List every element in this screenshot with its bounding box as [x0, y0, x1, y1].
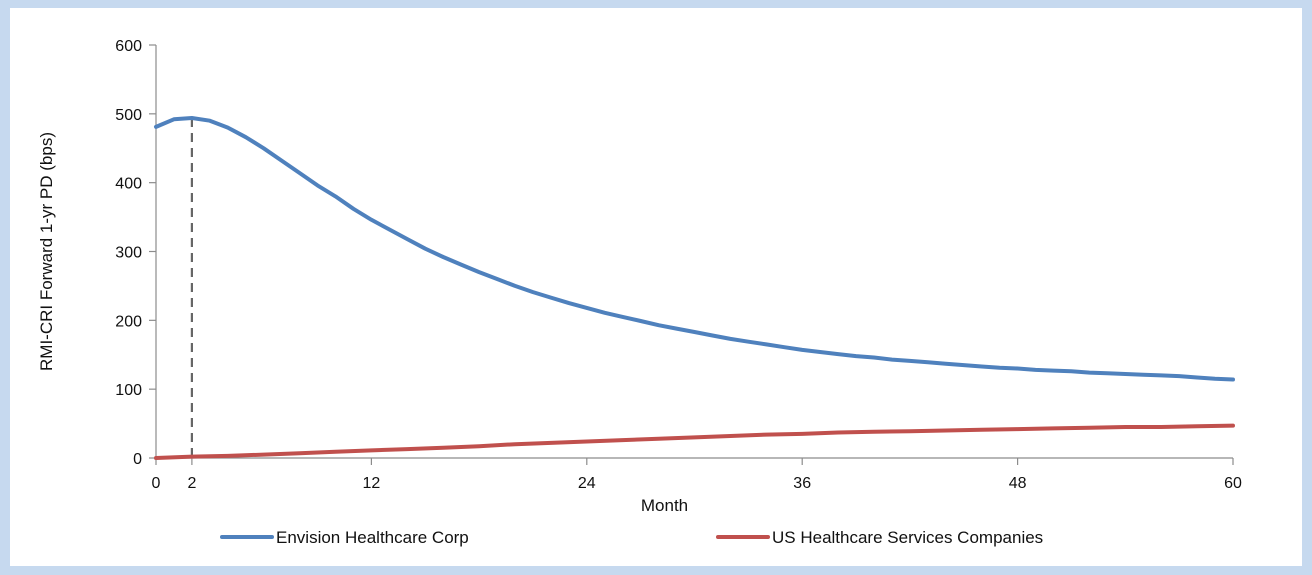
- y-axis-title: RMI-CRI Forward 1-yr PD (bps): [37, 132, 56, 371]
- x-tick-label: 24: [578, 475, 596, 492]
- y-tick-label: 200: [115, 313, 142, 330]
- x-tick-label: 2: [187, 475, 196, 492]
- x-tick-label: 60: [1224, 475, 1242, 492]
- x-axis-ticks: 0 2 12 24 36 48 60: [152, 458, 1242, 492]
- x-tick-label: 12: [363, 475, 381, 492]
- series-line-us-healthcare: [154, 423, 1235, 460]
- legend-label-us-healthcare: US Healthcare Services Companies: [772, 528, 1043, 547]
- y-axis-ticks: 0 100 200 300 400 500 600: [115, 38, 156, 468]
- y-tick-label: 0: [133, 451, 142, 468]
- y-tick-label: 400: [115, 176, 142, 193]
- x-axis-title: Month: [641, 496, 688, 515]
- y-tick-label: 600: [115, 38, 142, 55]
- series-line-envision: [154, 116, 1235, 382]
- legend: Envision Healthcare Corp US Healthcare S…: [220, 528, 1043, 547]
- y-tick-label: 300: [115, 245, 142, 262]
- y-tick-label: 500: [115, 107, 142, 124]
- y-tick-label: 100: [115, 382, 142, 399]
- line-chart: 0 100 200 300 400 500 600 0 2 12 24 36 48 60 RMI-CRI…: [37, 38, 1242, 547]
- chart-frame: 0 100 200 300 400 500 600 0 2 12 24 36 48 60 RMI-CRI…: [10, 8, 1302, 566]
- x-tick-label: 0: [152, 475, 161, 492]
- series-layer: [154, 116, 1235, 460]
- x-tick-label: 36: [793, 475, 811, 492]
- x-tick-label: 48: [1009, 475, 1027, 492]
- legend-label-envision: Envision Healthcare Corp: [276, 528, 469, 547]
- axes: [155, 45, 1233, 459]
